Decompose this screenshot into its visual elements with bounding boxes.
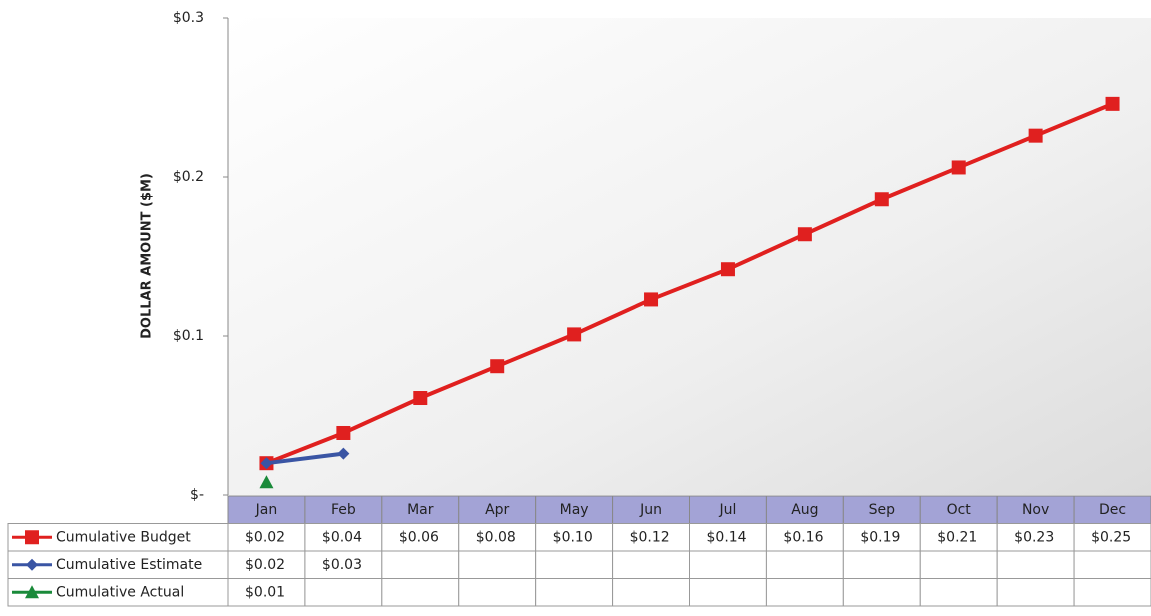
x-tick-label: Oct — [947, 502, 972, 518]
y-tick-label: $0.2 — [173, 169, 204, 185]
table-cell — [997, 579, 1074, 607]
table-cell — [305, 579, 382, 607]
x-tick-label: Apr — [485, 502, 509, 518]
x-tick-label: May — [560, 502, 589, 518]
y-axis-label: DOLLAR AMOUNT ($M) — [140, 173, 155, 339]
table-value: $0.14 — [707, 529, 747, 545]
table-cell — [459, 551, 536, 579]
x-tick-label: Feb — [331, 502, 356, 518]
table-cell — [613, 579, 690, 607]
table-value: $0.10 — [553, 529, 593, 545]
table-cell — [1074, 551, 1151, 579]
table-cell — [613, 551, 690, 579]
marker — [1106, 97, 1120, 111]
x-tick-label: Dec — [1099, 502, 1126, 518]
table-cell — [920, 551, 997, 579]
legend-label: Cumulative Actual — [56, 584, 184, 600]
marker — [644, 292, 658, 306]
x-tick-label: Jul — [719, 502, 737, 518]
table-cell — [843, 551, 920, 579]
table-cell — [690, 579, 767, 607]
table-value: $0.19 — [860, 529, 900, 545]
table-cell — [920, 579, 997, 607]
x-tick-label: Sep — [869, 502, 896, 518]
table-value: $0.04 — [322, 529, 362, 545]
table-value: $0.25 — [1091, 529, 1131, 545]
x-tick-label: Mar — [407, 502, 434, 518]
legend-label: Cumulative Budget — [56, 529, 191, 545]
x-tick-label: Nov — [1022, 502, 1049, 518]
table-value: $0.08 — [476, 529, 516, 545]
table-cell — [382, 579, 459, 607]
legend-marker — [25, 530, 39, 544]
y-tick-label: $- — [190, 487, 204, 503]
table-cell — [382, 551, 459, 579]
table-value: $0.02 — [245, 529, 285, 545]
table-cell — [536, 551, 613, 579]
x-tick-label: Jan — [255, 502, 278, 518]
y-tick-label: $0.1 — [173, 328, 204, 344]
table-value: $0.12 — [630, 529, 670, 545]
legend-label: Cumulative Estimate — [56, 557, 202, 573]
table-value: $0.01 — [245, 584, 285, 600]
marker — [952, 160, 966, 174]
x-tick-label: Jun — [639, 502, 662, 518]
table-cell — [766, 579, 843, 607]
table-value: $0.03 — [322, 557, 362, 573]
marker — [875, 192, 889, 206]
marker — [413, 391, 427, 405]
marker — [567, 327, 581, 341]
table-cell — [766, 551, 843, 579]
marker — [1029, 129, 1043, 143]
table-value: $0.06 — [399, 529, 439, 545]
table-cell — [690, 551, 767, 579]
marker — [798, 227, 812, 241]
marker — [721, 262, 735, 276]
table-value: $0.02 — [245, 557, 285, 573]
chart: DOLLAR AMOUNT ($M) $- $0.1 $0.2 $0.3 Jan Feb M… — [0, 0, 1151, 616]
y-tick-label: $0.3 — [173, 10, 204, 26]
table-value: $0.23 — [1014, 529, 1054, 545]
table-cell — [997, 551, 1074, 579]
marker — [336, 426, 350, 440]
table-cell — [1074, 579, 1151, 607]
marker — [490, 359, 504, 373]
table-cell — [459, 579, 536, 607]
table-value: $0.21 — [937, 529, 977, 545]
table-cell — [843, 579, 920, 607]
table-value: $0.16 — [783, 529, 823, 545]
table-cell — [536, 579, 613, 607]
x-tick-label: Aug — [791, 502, 818, 518]
